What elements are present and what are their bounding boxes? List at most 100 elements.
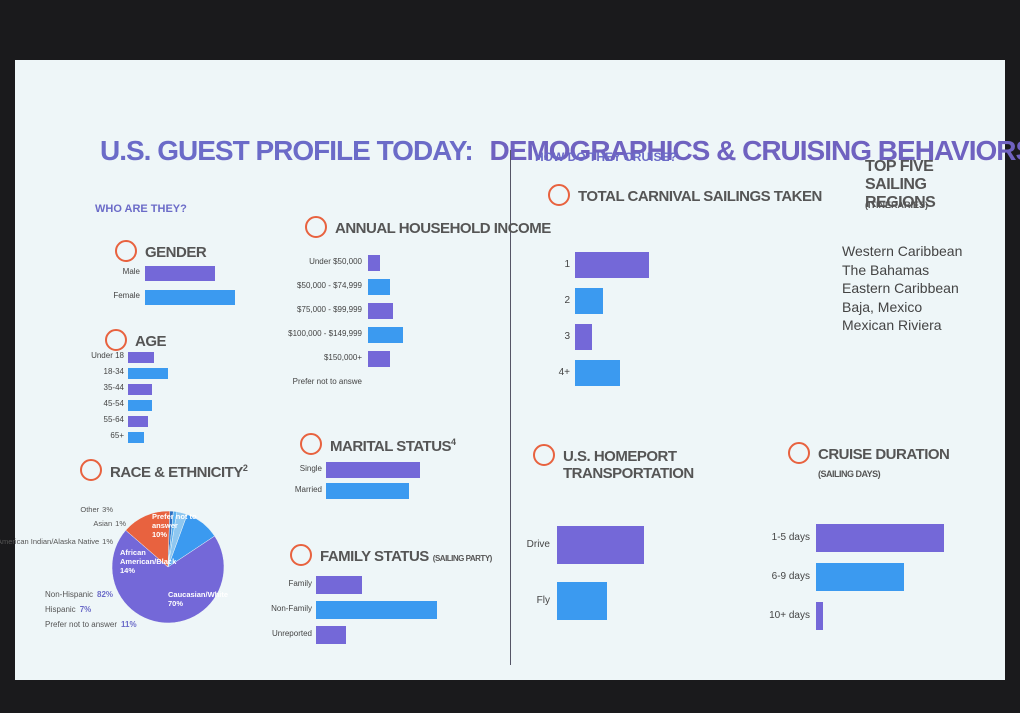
bar [128, 351, 154, 363]
bar [326, 462, 420, 478]
chart-subtitle: (SAILING PARTY) [432, 554, 493, 563]
bar-label: Single [299, 464, 322, 473]
region-item: Baja, Mexico [820, 299, 922, 315]
bar-label: $100,000 - $149,999 [288, 329, 362, 338]
divider [510, 150, 511, 665]
pie-label: African American/Black 14% [120, 548, 180, 575]
ethnicity-label: Hispanic [45, 605, 76, 614]
bullet-text: Eastern Caribbean [842, 280, 959, 296]
bar [128, 399, 152, 411]
footnote: 2 [242, 463, 248, 473]
pie-category: Caucasian/White [168, 590, 229, 599]
ethnicity-share: 11% [121, 620, 137, 629]
chart-title: RACE & ETHNICITY2 [110, 463, 248, 481]
pie-value: 1% [115, 519, 126, 528]
icon [788, 442, 810, 464]
bar [557, 582, 608, 620]
bar-label: 3 [564, 331, 570, 342]
bar-label: Married [294, 485, 322, 494]
ethnicity-share: 82% [97, 590, 114, 599]
pie-value: 14% [120, 566, 136, 575]
chart-title: FAMILY STATUS (SAILING PARTY) [320, 548, 492, 565]
bar-label: 55-64 [103, 415, 124, 424]
bar-label: Under $50,000 [309, 257, 362, 266]
bar [816, 602, 823, 630]
section-heading: HOW DO THEY CRUISE? [535, 150, 677, 164]
bar-label: 65+ [110, 431, 124, 440]
pie-value: 70% [168, 599, 184, 608]
chart-title: AGE [135, 333, 167, 350]
bar-label: Family [288, 579, 312, 588]
pie-label: Caucasian/White 70% [168, 590, 228, 608]
pie-label: Prefer not to answer 10% [152, 512, 212, 539]
ethnicity-row: Non-Hispanic 82% [45, 590, 113, 599]
title: U.S. GUEST PROFILE TODAY: [100, 135, 474, 166]
region-item: Eastern Caribbean [820, 280, 959, 296]
bar-label: $75,000 - $99,999 [297, 305, 362, 314]
bar [368, 351, 391, 367]
region-item: The Bahamas [820, 262, 929, 278]
section-heading: WHO ARE THEY? [95, 203, 187, 215]
icon [533, 444, 555, 466]
bullet-text: Western Caribbean [842, 243, 963, 259]
regions-subtitle: (ITINERARIES) [865, 200, 928, 210]
icon [548, 184, 570, 206]
regions-title: TOP FIVE SAILING REGIONS [865, 158, 936, 211]
chart-title: ANNUAL HOUSEHOLD INCOME [335, 220, 551, 237]
bar [145, 289, 235, 305]
bar [575, 324, 592, 350]
bar-label: 1 [564, 259, 570, 270]
bar-label: Non-Family [271, 604, 312, 613]
icon [300, 433, 322, 455]
title-emphasis: DEMOGRAPHICS & CRUISING BEHAVIORS [489, 135, 1020, 166]
bar-label: 2 [564, 295, 570, 306]
pie-value: 1% [102, 537, 113, 546]
pie-category: American Indian/Alaska Native [0, 537, 100, 546]
icon [80, 459, 102, 481]
bar [316, 576, 362, 594]
bar [575, 360, 620, 386]
footnote: 4 [451, 437, 456, 447]
bar [128, 415, 148, 427]
pie-slice [167, 511, 188, 568]
pie-label: Asian 1% [93, 519, 126, 528]
pie-value: 10% [152, 530, 168, 539]
title-text: FAMILY STATUS [320, 548, 429, 565]
bar-label: 18-34 [103, 367, 124, 376]
bar-label: Prefer not to answe [292, 377, 362, 386]
title-text: TOTAL CARNIVAL SAILINGS TAKEN [578, 188, 822, 205]
bar-label: Female [113, 291, 140, 300]
title-text: RACE & ETHNICITY [110, 464, 243, 481]
bar [316, 626, 346, 644]
pie-category: African American/Black [120, 548, 177, 566]
bar [575, 252, 650, 278]
pie-value: 3% [102, 505, 113, 514]
title-text: AGE [135, 333, 167, 350]
bar [575, 288, 604, 314]
bar [316, 601, 437, 619]
bar-label: $50,000 - $74,999 [297, 281, 362, 290]
title-text: U.S. HOMEPORT TRANSPORTATION [563, 448, 694, 482]
ethnicity-label: Prefer not to answer [45, 620, 118, 629]
icon [115, 240, 137, 262]
bar-label: Fly [536, 595, 550, 606]
chart-title: CRUISE DURATION (SAILING DAYS) [818, 446, 950, 479]
bar [326, 483, 409, 499]
bullet-text: The Bahamas [842, 261, 930, 278]
bar-label: 1-5 days [771, 532, 810, 543]
region-item: Western Caribbean [820, 243, 962, 259]
pie-label: Other 3% [80, 505, 113, 514]
chart-title: TOTAL CARNIVAL SAILINGS TAKEN [578, 188, 822, 205]
icon [305, 216, 327, 238]
bar [816, 524, 944, 552]
chart-title: GENDER [145, 244, 207, 261]
bar-label: Unreported [271, 629, 312, 638]
title-text: ANNUAL HOUSEHOLD INCOME [335, 220, 551, 237]
bar [128, 431, 144, 443]
bar [368, 279, 391, 295]
bar [557, 526, 644, 564]
pie-category: Other [80, 505, 100, 514]
bar-label: 45-54 [103, 399, 124, 408]
ethnicity-row: Hispanic 7% [45, 605, 91, 614]
